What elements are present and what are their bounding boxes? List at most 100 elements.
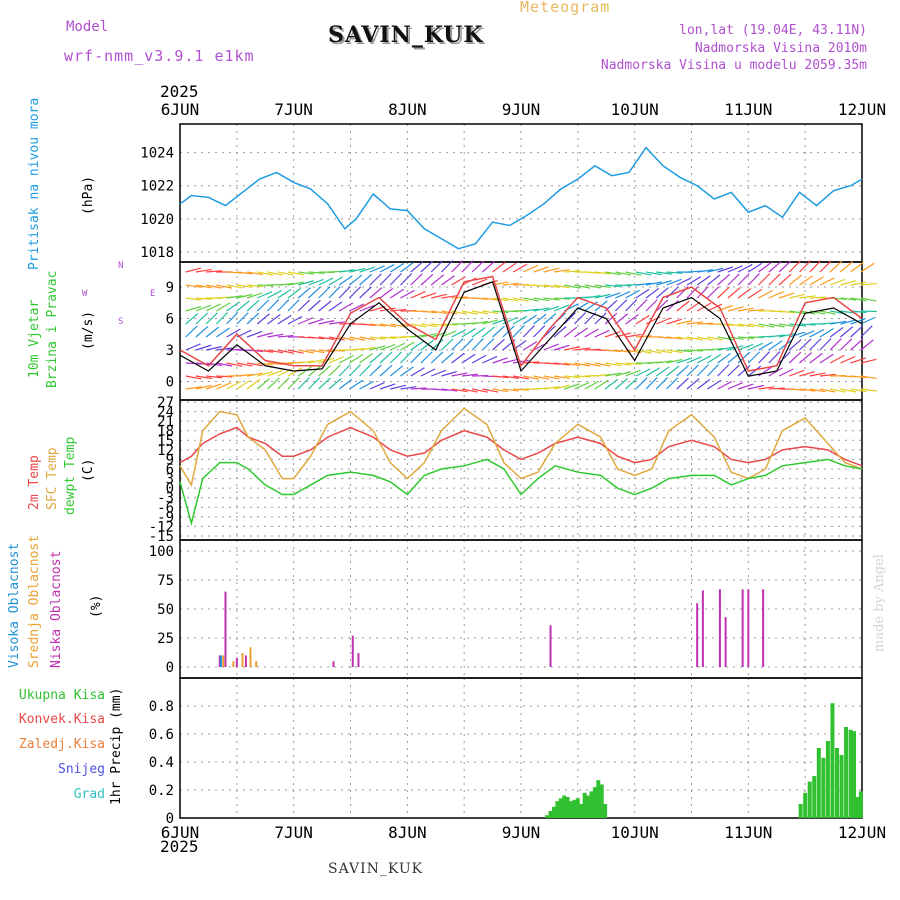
wind-barb (666, 318, 682, 325)
wind-barb (799, 295, 816, 299)
wind-barb (553, 284, 570, 289)
wind-barb (420, 310, 437, 314)
x-tick-label-top: 11JUN (724, 100, 772, 119)
cloud-bar (718, 589, 721, 667)
wind-barb (338, 286, 351, 299)
wind-barb (655, 299, 669, 312)
wind-barb (564, 270, 581, 273)
wind-barb (604, 331, 621, 338)
wind-barb (410, 387, 427, 390)
wind-barb (502, 388, 519, 392)
wind-barb (738, 336, 755, 340)
wind-barb (666, 349, 683, 354)
wind-barb (216, 302, 231, 312)
wind-barb (206, 362, 223, 367)
precip-bar (834, 748, 839, 818)
wind-barb (850, 281, 867, 286)
wind-barb (635, 299, 648, 312)
wind-barb (727, 265, 743, 273)
x-tick-label-top: 8JUN (388, 100, 427, 119)
year-bottom: 2025 (160, 837, 199, 856)
wind-barb (788, 351, 802, 364)
wind-barb (420, 273, 434, 286)
wind-barb (236, 379, 251, 390)
wind-barb (451, 260, 464, 273)
wind-barb (717, 286, 730, 299)
wind-barb (502, 310, 519, 313)
wind-barb (298, 360, 315, 364)
wind-barb (717, 380, 733, 390)
wind-barb (257, 332, 273, 338)
precip-bar (562, 795, 567, 818)
wind-barb (246, 330, 263, 338)
wind-barb (277, 349, 294, 354)
wind-barb (451, 296, 468, 299)
precip-bar (569, 801, 574, 818)
wind-barb (359, 346, 376, 351)
x-tick-label-top: 7JUN (274, 100, 313, 119)
wind-barb (216, 375, 233, 378)
wind-barb (840, 356, 856, 364)
wind-barb (778, 260, 792, 273)
y-tick-label: 3 (166, 472, 174, 488)
wind-barb (431, 388, 448, 391)
wind-barb (410, 340, 425, 351)
legend-snow: Snijeg (58, 762, 105, 777)
wind-barb (185, 343, 201, 351)
precip-bar (807, 781, 812, 818)
wind-barb (574, 362, 591, 367)
wind-barb (615, 284, 632, 287)
wind-barb (819, 310, 836, 315)
wind-barb (625, 289, 640, 299)
wind-barb (451, 352, 465, 364)
wind-barb (420, 292, 437, 299)
wind-barb (287, 281, 304, 286)
wind-barb (645, 281, 662, 286)
wind-barb (573, 312, 587, 325)
wind-barb (195, 384, 212, 390)
wind-barb (574, 347, 591, 351)
wind-barb (441, 330, 457, 338)
wind-barb (737, 364, 751, 377)
wind-barb (533, 375, 550, 380)
wind-barb (758, 351, 771, 364)
wind-barb (860, 262, 875, 273)
wind-barb (379, 351, 393, 364)
wind-barb (461, 388, 478, 393)
wind-barb (512, 388, 530, 391)
wind-barb (789, 323, 806, 327)
wind-barb (206, 346, 222, 351)
wind-barb (696, 378, 711, 390)
wind-barb (615, 271, 632, 276)
wind-barb (615, 362, 632, 366)
wind-barb (737, 351, 751, 364)
wind-barb (656, 280, 672, 286)
wind-barb (236, 284, 253, 289)
y-tick-label: 1022 (140, 179, 174, 195)
x-tick-label-bottom: 9JUN (502, 823, 541, 842)
wind-barb (666, 358, 683, 364)
y-tick-label: 21 (157, 414, 174, 430)
wind-barb (349, 353, 364, 364)
wind-barb (829, 260, 843, 273)
x-tick-label-bottom: 7JUN (274, 823, 313, 842)
wind-barb (379, 264, 395, 273)
wind-barb (768, 387, 785, 390)
wind-barb (850, 338, 863, 351)
wind-barb (614, 299, 628, 312)
wind-barb (604, 312, 618, 325)
cloud-bar (218, 655, 221, 667)
x-tick-label-top: 6JUN (161, 100, 200, 119)
wind-barb (246, 362, 263, 367)
wind-barb (686, 301, 701, 312)
wind-barb (185, 386, 202, 390)
wind-barb (472, 310, 488, 315)
wind-barb (799, 338, 812, 351)
wind-barb (605, 349, 622, 353)
wind-barb (829, 278, 846, 286)
wind-barb (727, 287, 741, 299)
wind-barb (696, 275, 711, 286)
wind-barb (328, 364, 341, 377)
cloud-bar (696, 603, 699, 667)
compass-e: E (150, 289, 156, 299)
